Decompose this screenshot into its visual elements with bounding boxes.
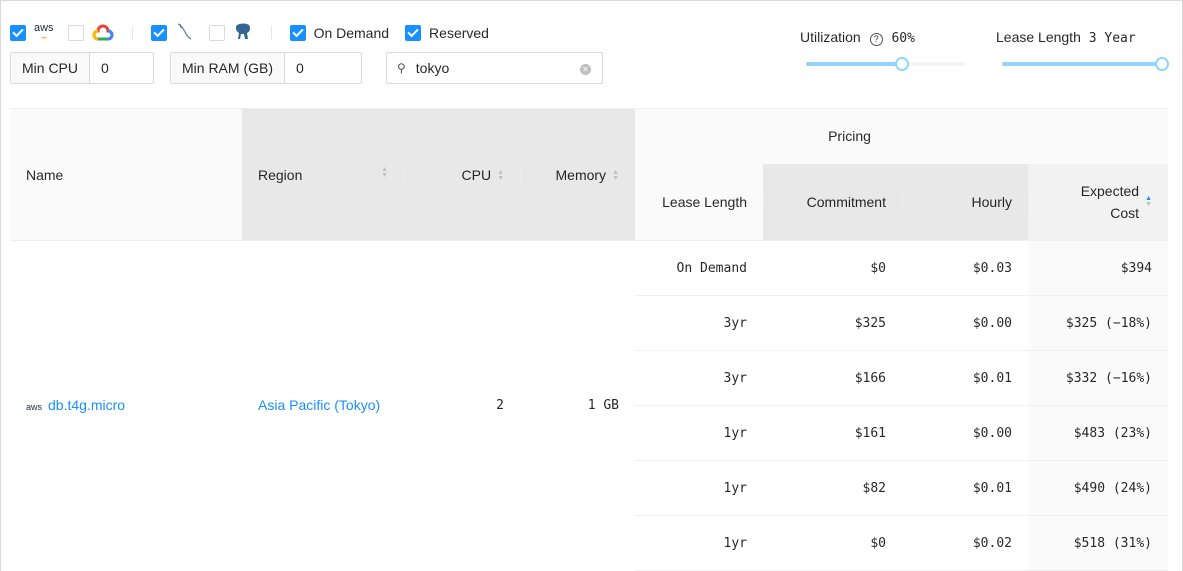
utilization-slider-fill <box>806 62 902 66</box>
min-ram-input[interactable]: 0 <box>296 60 304 76</box>
search-input[interactable]: ⚲ tokyo ✕ <box>386 52 603 84</box>
divider <box>270 26 272 40</box>
aws-logo-icon: aws ⌣ <box>34 22 54 43</box>
lease-cell: 1yr <box>635 515 763 571</box>
sort-icon[interactable]: ▲ ▼ <box>612 168 619 182</box>
min-cpu-input[interactable]: 0 <box>101 60 109 76</box>
table-row: 1yr $82 $0.01 $490 (24%) <box>10 460 1168 516</box>
header-commitment: Commitment <box>763 163 902 241</box>
pricing-table: Name Region ▲ ▼ CPU ▲ ▼ Memory ▲ ▼ Pricing Lea… <box>10 108 1168 571</box>
table-row: 1yr $161 $0.00 $483 (23%) <box>10 405 1168 461</box>
on-demand-label[interactable]: On Demand <box>313 25 390 41</box>
lease-cell: On Demand <box>635 240 763 296</box>
lease-length-label: Lease Length <box>996 29 1081 45</box>
min-cpu-group: Min CPU 0 <box>10 52 154 84</box>
header-pricing: Pricing <box>635 108 1168 164</box>
lease-label-group: Lease Length 3 Year <box>996 29 1136 46</box>
commitment-cell: $82 <box>763 460 902 516</box>
header-cpu[interactable]: CPU ▲ ▼ <box>404 108 520 241</box>
commitment-cell: $325 <box>763 295 902 351</box>
hourly-cell: $0.00 <box>902 295 1028 351</box>
header-region-label: Region <box>258 166 303 183</box>
header-region[interactable]: Region ▲ ▼ <box>242 108 404 241</box>
help-icon[interactable]: ? <box>869 33 883 46</box>
hourly-cell: $0.01 <box>902 350 1028 406</box>
table-row: 1yr $0 $0.02 $518 (31%) <box>10 515 1168 571</box>
google-cloud-icon <box>92 23 114 44</box>
memory-cell: 1 GB <box>587 398 619 414</box>
expected-cost-cell: $332 (−16%) <box>1028 350 1168 406</box>
utilization-slider[interactable] <box>806 57 966 71</box>
table-row: 3yr $166 $0.01 $332 (−16%) <box>10 350 1168 406</box>
divider <box>131 26 133 40</box>
on-demand-checkbox[interactable] <box>289 25 306 41</box>
region-cell: Asia Pacific (Tokyo) <box>242 241 404 571</box>
mysql-dolphin-icon <box>175 22 195 45</box>
aws-icon: aws <box>26 402 43 413</box>
gcp-checkbox[interactable] <box>67 25 84 41</box>
header-memory-label: Memory <box>555 166 607 183</box>
commitment-cell: $0 <box>763 515 902 571</box>
clear-icon[interactable]: ✕ <box>580 64 591 75</box>
lease-cell: 1yr <box>635 405 763 461</box>
expected-cost-cell: $483 (23%) <box>1028 405 1168 461</box>
hourly-cell: $0.00 <box>902 405 1028 461</box>
utilization-slider-handle[interactable] <box>895 57 909 71</box>
utilization-label: Utilization <box>800 29 861 45</box>
aws-checkbox[interactable] <box>10 25 26 41</box>
commitment-cell: $161 <box>763 405 902 461</box>
search-icon: ⚲ <box>397 61 406 75</box>
sort-ascending-icon[interactable]: ▲ ▼ <box>1145 194 1152 208</box>
table-row: 3yr $325 $0.00 $325 (−18%) <box>10 295 1168 351</box>
lease-cell: 1yr <box>635 460 763 516</box>
reserved-checkbox[interactable] <box>405 25 422 41</box>
utilization-label-group: Utilization ? 60% <box>800 29 915 46</box>
sort-icon[interactable]: ▲ ▼ <box>497 168 504 182</box>
utilization-value: 60% <box>891 31 915 46</box>
header-lease-length: Lease Length <box>635 163 763 241</box>
cpu-cell: 2 <box>496 398 504 414</box>
min-ram-group: Min RAM (GB) 0 <box>170 52 362 84</box>
reserved-label[interactable]: Reserved <box>429 25 489 41</box>
hourly-cell: $0.01 <box>902 460 1028 516</box>
table-row: aws db.t4g.micro Asia Pacific (Tokyo) 2 1 GB… <box>10 240 1168 413</box>
min-cpu-label: Min CPU <box>11 53 91 83</box>
min-ram-label: Min RAM (GB) <box>171 53 285 83</box>
postgres-elephant-icon <box>233 22 253 45</box>
lease-slider-fill <box>1002 62 1162 66</box>
expected-cost-cell: $325 (−18%) <box>1028 295 1168 351</box>
lease-length-slider[interactable] <box>1002 57 1169 71</box>
instance-name-link[interactable]: db.t4g.micro <box>48 397 126 414</box>
aws-logo-text: aws <box>34 22 54 34</box>
mysql-checkbox[interactable] <box>150 25 167 41</box>
header-expected-label: Expected Cost <box>1080 182 1140 221</box>
postgres-checkbox[interactable] <box>208 25 225 41</box>
header-cpu-label: CPU <box>461 166 492 183</box>
region-link[interactable]: Asia Pacific (Tokyo) <box>258 397 381 414</box>
header-memory[interactable]: Memory ▲ ▼ <box>520 108 635 241</box>
lease-cell: 3yr <box>635 350 763 406</box>
lease-slider-handle[interactable] <box>1155 57 1169 71</box>
header-name: Name <box>10 108 242 241</box>
expected-cost-cell: $490 (24%) <box>1028 460 1168 516</box>
lease-length-value: 3 Year <box>1088 31 1136 46</box>
instance-name-cell: aws db.t4g.micro <box>10 241 242 571</box>
commitment-cell: $166 <box>763 350 902 406</box>
sort-icon[interactable]: ▲ ▼ <box>381 165 388 179</box>
hourly-cell: $0.03 <box>902 240 1028 296</box>
commitment-cell: $0 <box>763 240 902 296</box>
header-expected-cost[interactable]: Expected Cost ▲ ▼ <box>1028 163 1168 241</box>
search-value: tokyo <box>415 60 450 76</box>
header-hourly: Hourly <box>902 163 1028 241</box>
filter-bar: aws ⌣ On Demand Reserved <box>10 22 505 44</box>
expected-cost-cell: $394 <box>1028 240 1168 296</box>
lease-cell: 3yr <box>635 295 763 351</box>
hourly-cell: $0.02 <box>902 515 1028 571</box>
expected-cost-cell: $518 (31%) <box>1028 515 1168 571</box>
